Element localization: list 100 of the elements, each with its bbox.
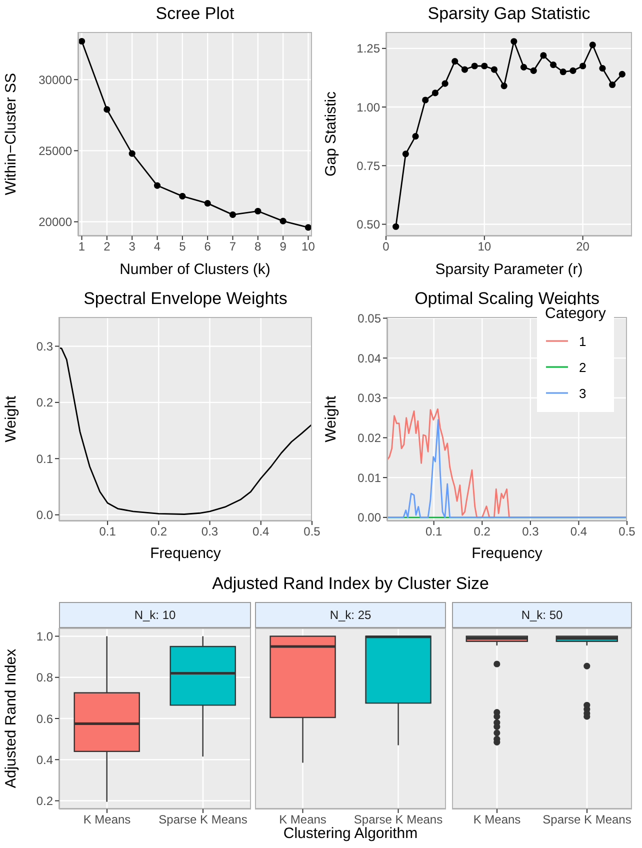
point [154,182,161,189]
point [412,133,419,140]
y-tick-label: 1.0 [36,629,54,644]
x-tick-label: 3 [128,240,136,254]
x-tick-label: 0.3 [522,524,540,539]
point [402,150,409,158]
chart-title: Optimal Scaling Weights [414,289,600,308]
point [179,192,186,200]
point [500,82,508,90]
point [520,64,528,70]
x-tick-label: 0.4 [570,524,588,539]
x-tick-label: 0.3 [201,524,218,539]
legend-title: Category [545,305,606,322]
x-tick-label: 4 [154,240,161,254]
x-axis-title: Frequency [472,545,543,562]
point [452,58,458,65]
point [254,208,262,214]
point [609,81,616,88]
point [422,96,429,104]
y-tick-label: 1.25 [356,42,380,56]
x-axis-title: Sparsity Parameter (r) [435,261,583,278]
y-tick-label: 0.03 [358,391,382,406]
point [304,224,312,231]
y-axis-title: Adjusted Rand Index [2,648,20,788]
point [560,68,566,76]
chart-title: Spectral Envelope Weights [82,289,288,309]
y-tick-label: 0.1 [36,452,54,466]
point [442,80,448,87]
point [481,62,488,70]
point [599,65,606,72]
x-axis-title: Frequency [150,545,222,562]
x-tick-label: 9 [280,240,287,254]
x-tick-label: 7 [229,240,236,254]
x-tick-label: Sparse K Means [542,812,632,827]
y-tick-label: 0.2 [36,396,54,410]
chart-subtitle: N_k: 50 [452,602,632,628]
x-axis-title: Number of Clusters (k) [120,261,270,278]
point [580,62,586,70]
y-tick-label: 0.75 [356,158,380,173]
x-tick-label: 8 [254,240,262,254]
legend-label: 3 [579,386,586,400]
point [530,67,537,74]
chart-title: Sparsity Gap Statistic [426,4,592,24]
y-axis-title: Weight [2,394,20,442]
point [490,66,498,73]
y-tick-label: 30000 [38,72,72,87]
y-tick-label: 0.6 [36,712,54,726]
point [204,200,211,207]
y-tick-label: 0.04 [358,351,382,366]
point [128,150,136,157]
y-tick-label: 1.00 [356,100,380,114]
x-tick-label: K Means [473,812,521,827]
y-tick-label: 0.8 [36,670,54,685]
x-tick-label: 10 [302,240,316,254]
point [589,42,596,48]
chart-title: Scree Plot [154,4,236,24]
y-tick-label: 0.05 [358,311,382,326]
point [280,218,286,224]
point [392,223,400,230]
y-tick-label: 0.01 [358,470,382,485]
point [78,38,86,45]
point [104,106,110,113]
chart-subtitle: N_k: 25 [255,602,446,628]
point [229,211,236,218]
x-tick-label: 0.5 [618,524,636,539]
y-tick-label: 0.0 [36,508,54,522]
line-series [59,347,312,515]
y-axis-title: Within−Cluster SS [2,72,20,196]
chart-subtitle: N_k: 10 [59,602,251,628]
y-tick-label: 25000 [38,144,72,158]
point [471,62,478,70]
point [570,67,576,74]
y-axis-title: Weight [322,394,340,442]
chart-title: Adjusted Rand Index by Cluster Size [211,574,490,594]
point [432,90,438,96]
y-tick-label: 0.00 [358,510,382,525]
y-tick-label: 0.3 [36,339,54,354]
x-tick-label: 2 [104,240,111,254]
x-tick-label: K Means [83,812,131,827]
x-tick-label: Sparse K Means [158,812,248,827]
x-axis-title: Clustering Algorithm [283,825,418,842]
y-tick-label: 0.4 [36,752,54,767]
legend-label: 1 [579,334,586,348]
x-tick-label: 20 [576,240,590,254]
x-tick-label: 0.4 [252,524,270,539]
y-tick-label: 20000 [38,215,72,230]
y-tick-label: 0.50 [356,218,380,232]
x-tick-label: 0.2 [150,524,168,539]
x-tick-label: 1 [78,240,86,254]
x-tick-label: Sparse K Means [354,812,443,827]
x-tick-label: 0.1 [99,524,116,539]
legend-label: 2 [579,360,586,374]
x-tick-label: 0 [382,240,390,254]
point [510,38,518,45]
y-tick-label: 0.2 [36,794,54,808]
x-tick-label: 0.1 [425,524,443,539]
x-tick-label: 5 [179,240,186,254]
x-tick-label: K Means [279,812,326,827]
point [550,62,557,68]
y-tick-label: 0.02 [358,430,382,445]
